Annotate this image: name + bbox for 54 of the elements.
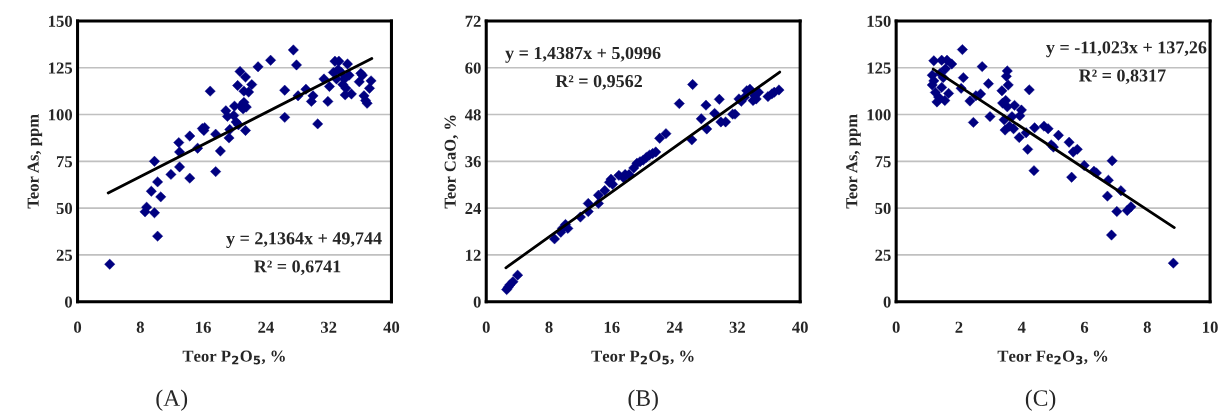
x-tick-label: 0 <box>482 321 490 333</box>
annotation: R² = 0,6741 <box>254 260 341 276</box>
x-tick-label: 6 <box>1080 321 1089 333</box>
y-tick-label: 100 <box>867 109 891 121</box>
text: (B) <box>628 389 658 411</box>
x-tick-label: 32 <box>320 321 337 333</box>
y-tick-label: 100 <box>49 109 73 121</box>
x-tick-label: 16 <box>604 321 620 333</box>
annotation: y = 1,4387x + 5,0996 <box>505 46 661 63</box>
x-tick-label: 8 <box>1143 321 1151 333</box>
x-tick-label: 2 <box>955 321 963 333</box>
y-tick-label: 50 <box>56 202 73 215</box>
y-tick-label: 0 <box>883 296 891 308</box>
text: (C) <box>1025 389 1056 411</box>
y-tick-label: 25 <box>875 249 891 261</box>
y-tick-label: 50 <box>875 202 891 215</box>
x-tick-label: 8 <box>545 321 553 333</box>
y-tick-label: 75 <box>56 156 73 168</box>
annotation: y = -11,023x + 137,26 <box>1046 41 1207 58</box>
text: (A) <box>156 389 188 411</box>
y-tick-label: 125 <box>867 62 891 74</box>
annotation: y = 2,1364x + 49,744 <box>226 232 382 249</box>
y-axis-title: Teor CaO, % <box>444 115 459 209</box>
x-tick-label: 24 <box>258 321 274 333</box>
x-axis-title: Teor P$_{2}$O$_{5}$, % <box>182 350 285 365</box>
x-tick-label: 0 <box>892 321 900 333</box>
y-tick-label: 60 <box>465 62 481 74</box>
x-tick-label: 40 <box>792 321 808 333</box>
x-tick-label: 8 <box>136 321 144 333</box>
x-axis-title: Teor P$_{2}$O$_{5}$, % <box>591 350 694 365</box>
y-tick-label: 48 <box>464 109 481 121</box>
x-tick-label: 16 <box>196 321 211 333</box>
x-tick-label: 24 <box>666 321 683 333</box>
x-tick-label: 4 <box>1017 321 1026 333</box>
y-tick-label: 125 <box>49 62 73 74</box>
y-tick-label: 150 <box>867 15 891 27</box>
x-axis-title: Teor Fe$_{2}$O$_{3}$, % <box>997 350 1108 365</box>
y-tick-label: 0 <box>64 296 73 308</box>
x-tick-label: 0 <box>74 321 82 333</box>
annotation: R² = 0,9562 <box>555 75 642 90</box>
annotation: R² = 0,8317 <box>1079 69 1166 85</box>
y-tick-label: 24 <box>465 202 482 214</box>
y-tick-label: 72 <box>465 15 481 27</box>
y-tick-label: 25 <box>56 249 73 261</box>
y-tick-label: 36 <box>465 156 481 168</box>
y-tick-label: 12 <box>466 249 481 261</box>
y-tick-label: 0 <box>473 296 481 308</box>
x-tick-label: 10 <box>1203 321 1218 333</box>
y-tick-label: 75 <box>875 156 891 168</box>
x-tick-label: 40 <box>383 321 400 333</box>
y-axis-title: Teor As, ppm <box>846 114 861 209</box>
y-tick-label: 150 <box>49 15 73 27</box>
x-tick-label: 32 <box>729 321 745 333</box>
y-axis-title: Teor As, ppm <box>27 114 43 209</box>
